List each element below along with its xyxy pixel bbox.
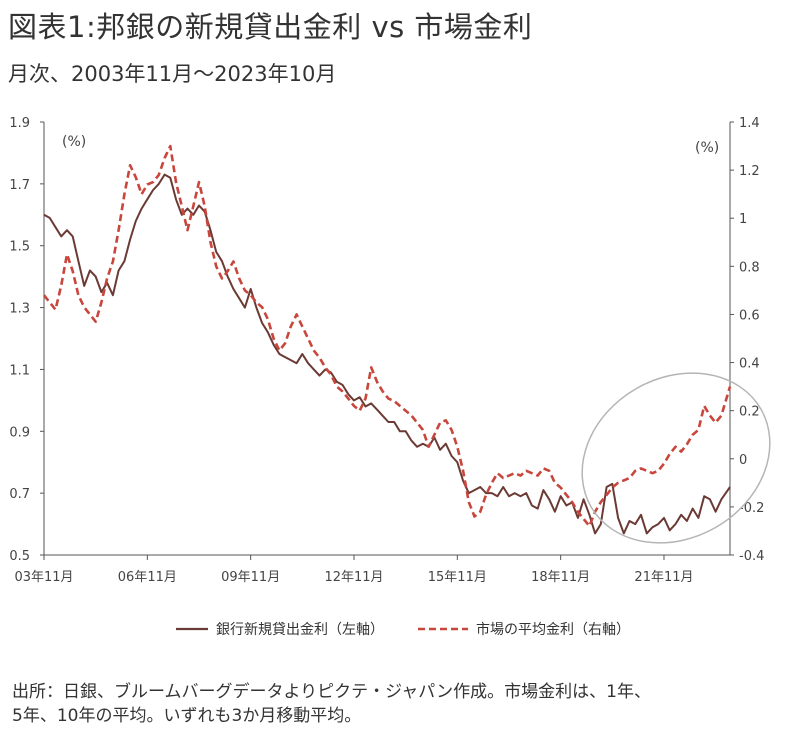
left-tick-label: 0.5 — [9, 549, 30, 564]
chart-title: 図表1:邦銀の新規貸出金利 vs 市場金利 — [8, 10, 533, 44]
right-tick-label: 0.2 — [739, 405, 760, 420]
right-tick-label: 0.8 — [739, 260, 760, 275]
left-tick-label: 1.3 — [9, 302, 30, 317]
right-tick-label: 0 — [739, 453, 747, 468]
right-tick-label: 1.2 — [739, 164, 760, 179]
x-tick-label: 06年11月 — [118, 570, 177, 585]
left-axis-unit: (%) — [62, 134, 86, 150]
right-tick-label: -0.4 — [739, 549, 764, 564]
right-tick-label: 0.4 — [739, 357, 760, 372]
right-tick-label: 1 — [739, 212, 747, 227]
source-note: 出所：日銀、ブルームバーグデータよりピクテ・ジャパン作成。市場金利は、1年、 5… — [12, 680, 802, 728]
highlight-ellipse — [581, 372, 771, 544]
source-line-1: 出所：日銀、ブルームバーグデータよりピクテ・ジャパン作成。市場金利は、1年、 — [12, 682, 651, 702]
x-tick-label: 12年11月 — [324, 570, 383, 585]
x-tick-label: 09年11月 — [221, 570, 280, 585]
left-tick-label: 1.9 — [9, 116, 30, 131]
legend-label-market: 市場の平均金利（右軸） — [476, 621, 630, 638]
left-tick-label: 1.1 — [9, 363, 30, 378]
source-line-2: 5年、10年の平均。いずれも3か月移動平均。 — [12, 706, 362, 726]
legend-label-bank: 銀行新規貸出金利（左軸） — [216, 622, 384, 638]
right-tick-label: 1.4 — [739, 116, 760, 131]
left-tick-label: 0.7 — [9, 487, 30, 502]
market-rate-line — [42, 144, 732, 528]
x-tick-label: 03年11月 — [14, 570, 73, 585]
right-tick-label: -0.2 — [739, 501, 764, 516]
x-tick-label: 21年11月 — [634, 570, 693, 585]
bank-rate-line — [43, 173, 731, 535]
left-tick-label: 1.7 — [9, 178, 30, 193]
right-tick-label: 0.6 — [739, 308, 760, 323]
x-tick-label: 18年11月 — [531, 570, 590, 585]
right-axis-unit: (%) — [695, 140, 719, 156]
left-tick-label: 0.9 — [9, 425, 30, 440]
x-tick-label: 15年11月 — [428, 570, 487, 585]
chart-subtitle: 月次、2003年11月～2023年10月 — [8, 62, 337, 86]
line-chart: 0.5 0.7 0.9 1.1 1.3 1.5 1.7 1.9 -0.4 -0.2 0 0.2 0.4 0… — [9, 116, 771, 638]
left-tick-label: 1.5 — [9, 240, 30, 255]
